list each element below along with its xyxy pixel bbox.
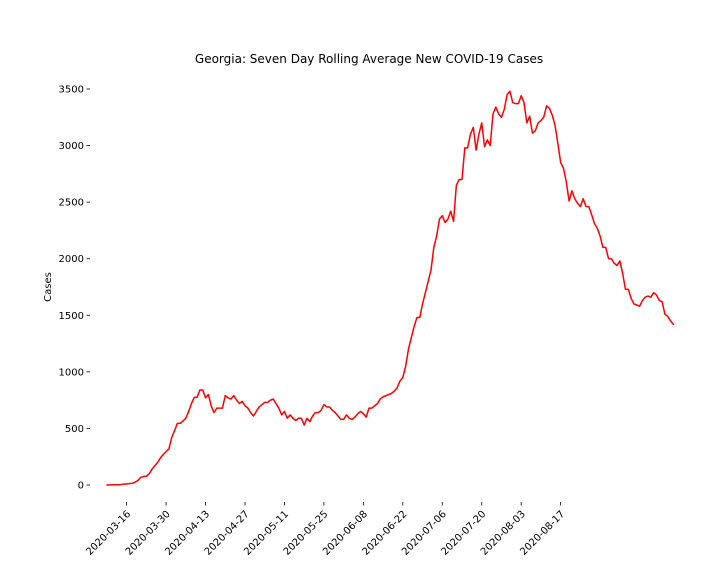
series-line-0 bbox=[106, 90, 675, 486]
series-layer bbox=[106, 90, 675, 486]
y-tick-label: 0 bbox=[78, 481, 84, 492]
y-axis-label: Cases bbox=[43, 272, 54, 302]
x-axis: 2020-03-162020-03-302020-04-132020-04-27… bbox=[84, 502, 567, 558]
y-axis: 0 500 1000 1500 2000 2500 3000 3500 bbox=[59, 84, 90, 492]
y-tick-label: 2000 bbox=[59, 254, 84, 265]
y-tick-label: 2500 bbox=[59, 198, 84, 209]
y-tick-label: 3500 bbox=[59, 84, 84, 95]
y-tick-label: 1500 bbox=[59, 311, 84, 322]
chart-title: Georgia: Seven Day Rolling Average New C… bbox=[195, 52, 543, 66]
y-tick-label: 1000 bbox=[59, 367, 84, 378]
y-tick-label: 500 bbox=[65, 424, 84, 435]
y-tick-label: 3000 bbox=[59, 141, 84, 152]
